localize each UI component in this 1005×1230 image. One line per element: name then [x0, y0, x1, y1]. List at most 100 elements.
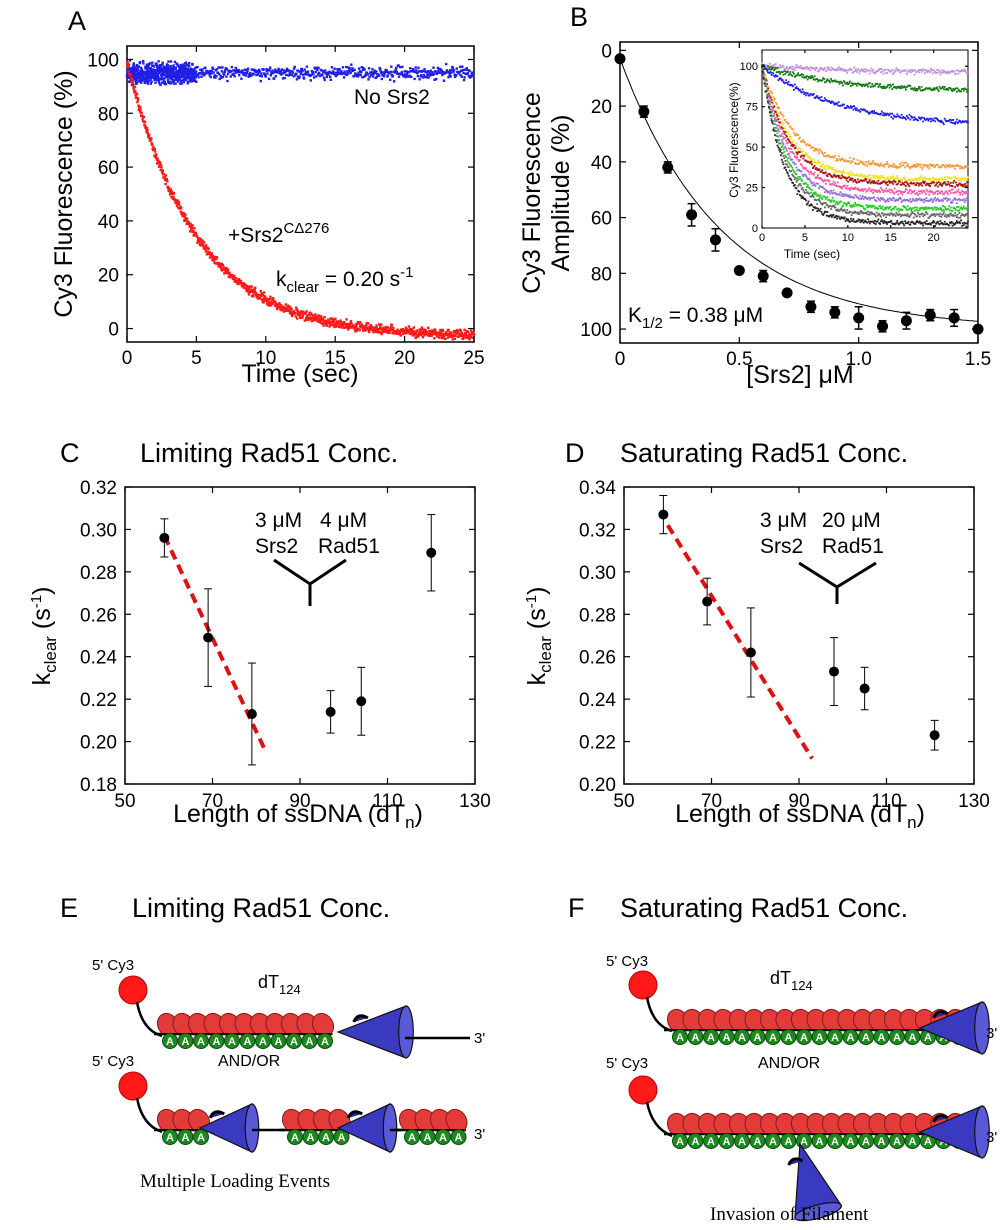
inset-trace-point — [932, 119, 935, 122]
inset-trace-point — [936, 193, 939, 195]
inset-trace-point — [806, 143, 809, 145]
inset-trace-point — [832, 169, 835, 171]
inset-trace-point — [780, 146, 783, 148]
inset-trace-point — [768, 95, 771, 98]
inset-trace-point — [953, 191, 956, 194]
inset-trace-point — [851, 84, 854, 87]
inset-trace-point — [854, 202, 856, 204]
inset-trace-point — [880, 85, 882, 88]
inset-trace-point — [767, 101, 769, 104]
srs2-point — [166, 180, 169, 183]
inset-trace-point — [958, 191, 961, 194]
srs2-point — [339, 319, 342, 322]
inset-trace-point — [787, 69, 789, 71]
inset-trace-point — [930, 207, 933, 209]
srs2-point — [215, 256, 219, 259]
inset-trace-point — [924, 198, 926, 201]
srs2-point — [414, 332, 418, 335]
inset-trace-point — [867, 175, 869, 177]
srs2-point — [144, 125, 147, 129]
no-srs2-point — [154, 81, 157, 84]
inset-trace-point — [858, 72, 861, 75]
no-srs2-point — [375, 70, 378, 73]
inset-trace-point — [843, 170, 845, 173]
no-srs2-point — [145, 63, 149, 66]
inset-trace-point — [820, 170, 823, 173]
no-srs2-point — [425, 75, 428, 79]
no-srs2-point — [165, 76, 168, 79]
srs2-point — [418, 328, 421, 331]
srs2-point — [226, 270, 229, 273]
inset-trace-point — [891, 213, 894, 216]
inset-trace-point — [808, 177, 811, 180]
srs2-point — [325, 322, 329, 325]
inset-trace-point — [846, 203, 849, 205]
no-srs2-point — [345, 65, 348, 69]
inset-trace-point — [862, 198, 865, 200]
no-srs2-point — [136, 77, 139, 80]
inset-trace-point — [834, 168, 837, 171]
inset-trace-point — [934, 215, 937, 217]
srs2-point — [184, 213, 187, 216]
inset-trace-point — [818, 185, 821, 187]
srs2-point — [163, 175, 167, 179]
inset-trace-point — [868, 177, 870, 179]
srs2-point — [138, 110, 142, 113]
inset-trace-point — [956, 122, 959, 124]
inset-trace-point — [959, 177, 962, 180]
inset-trace-point — [882, 214, 885, 217]
inset-trace-point — [905, 115, 908, 117]
inset-trace-point — [773, 69, 775, 72]
no-srs2-point — [382, 75, 386, 78]
inset-trace-point — [882, 191, 885, 193]
no-srs2-point — [274, 75, 277, 78]
no-srs2-point — [139, 72, 142, 76]
inset-trace-point — [761, 67, 763, 70]
inset-trace-point — [779, 147, 781, 150]
srs2-point — [139, 106, 142, 109]
inset-trace-point — [955, 202, 958, 205]
inset-trace-point — [776, 120, 779, 122]
srs2-point — [410, 331, 413, 334]
inset-trace-point — [800, 141, 803, 143]
srs2-point — [365, 322, 368, 325]
inset-trace-point — [810, 171, 812, 173]
srs2-point — [180, 207, 183, 210]
inset-trace-point — [869, 205, 872, 207]
inset-trace-point — [906, 179, 909, 182]
inset-trace-point — [845, 193, 848, 196]
inset-trace-point — [809, 144, 812, 147]
no-srs2-point — [130, 68, 133, 71]
inset-trace-point — [867, 182, 869, 184]
no-srs2-point — [249, 71, 252, 75]
inset-trace-point — [912, 119, 915, 121]
inset-trace-point — [953, 122, 956, 124]
inset-trace-point — [792, 85, 794, 88]
inset-trace-point — [939, 121, 942, 123]
inset-trace-point — [782, 148, 785, 151]
no-srs2-point — [182, 63, 185, 66]
srs2-point — [379, 327, 383, 330]
srs2-point — [191, 224, 194, 227]
inset-trace-point — [871, 180, 874, 183]
inset-trace-point — [896, 190, 899, 192]
inset-trace-point — [884, 213, 887, 216]
inset-trace-point — [770, 109, 773, 112]
srs2-point — [430, 334, 433, 338]
inset-trace-point — [862, 207, 865, 210]
srs2-point — [231, 276, 234, 279]
srs2-point — [444, 333, 447, 336]
inset-trace-point — [918, 197, 921, 200]
inset-trace-point — [899, 213, 901, 216]
no-srs2-point — [129, 71, 133, 74]
inset-trace-point — [805, 203, 808, 206]
inset-trace-point — [924, 176, 926, 179]
inset-trace-point — [793, 175, 795, 178]
inset-trace-point — [849, 105, 852, 108]
inset-trace-point — [962, 198, 965, 201]
no-srs2-point — [395, 66, 398, 70]
no-srs2-point — [161, 61, 164, 64]
inset-trace-point — [821, 67, 824, 70]
inset-trace-point — [770, 91, 773, 94]
data-point — [246, 708, 257, 719]
